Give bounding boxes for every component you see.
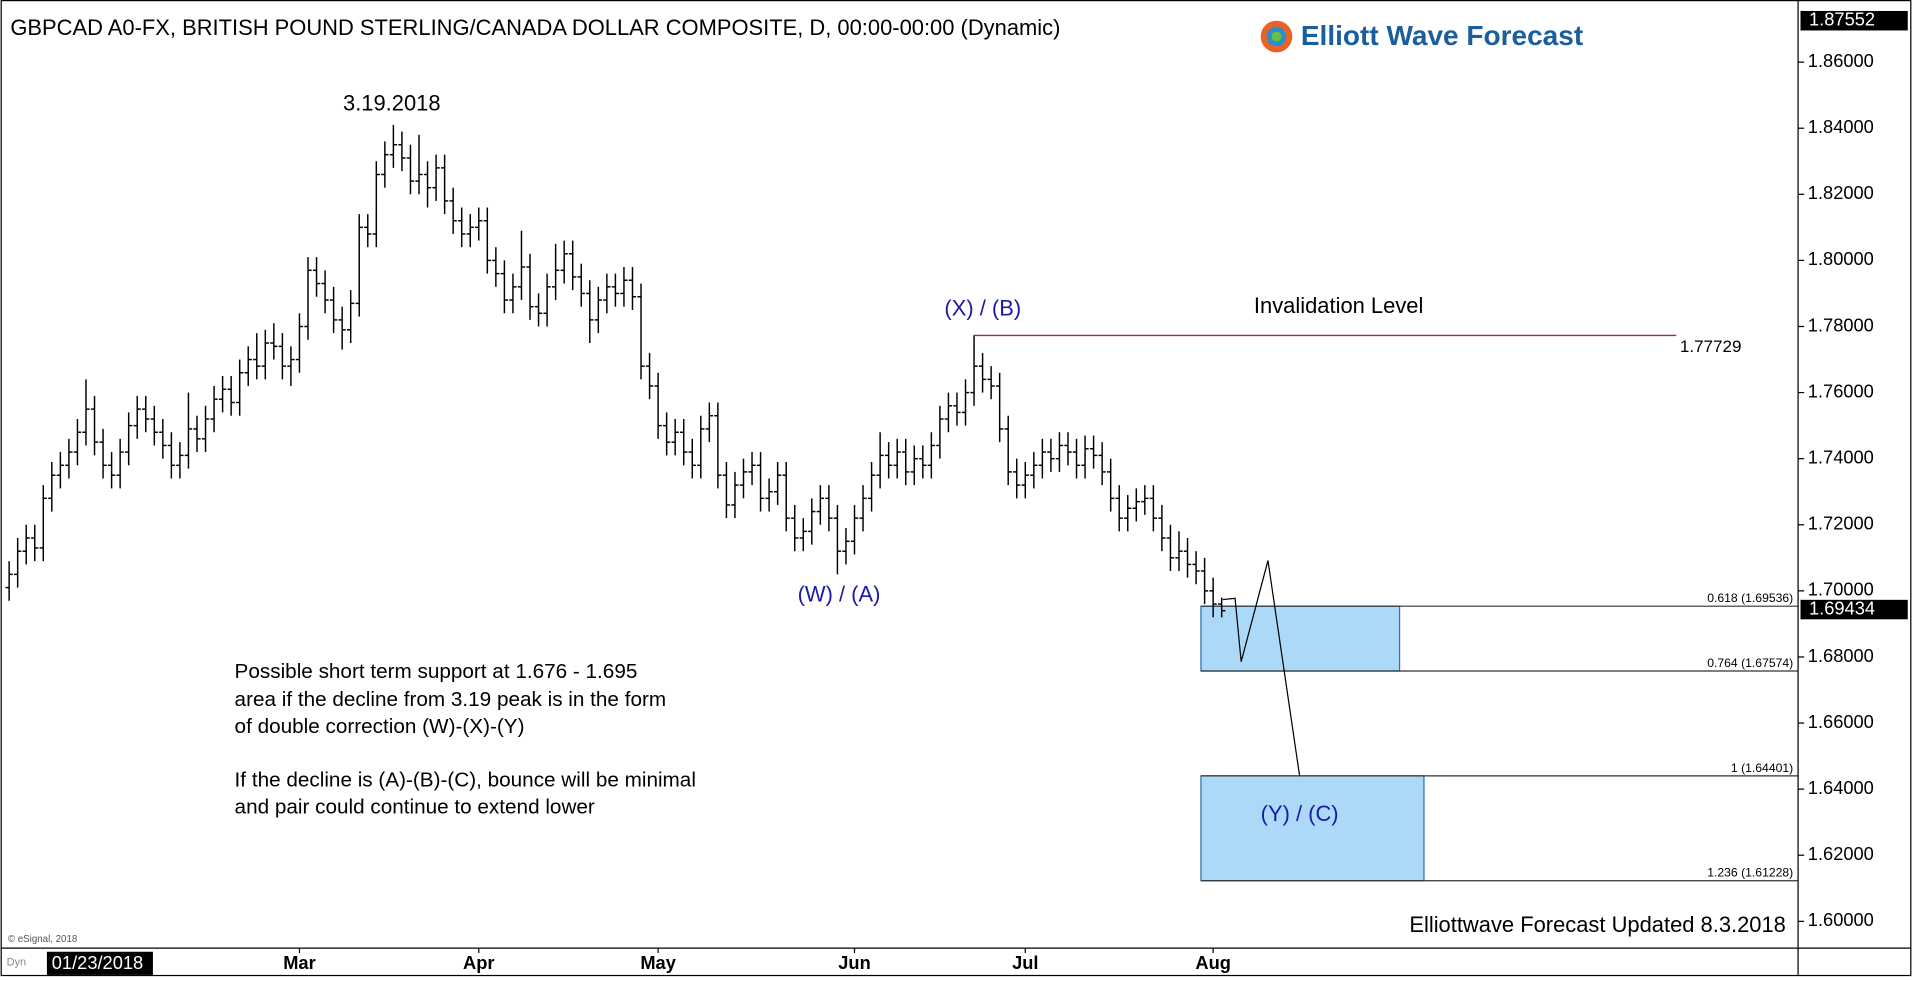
target-zone — [1200, 775, 1425, 882]
y-tick-label: 1.74000 — [1808, 447, 1874, 468]
source: © eSignal, 2018 — [8, 934, 77, 945]
price-tag: 1.69434 — [1809, 597, 1875, 618]
y-tick-label: 1.64000 — [1808, 777, 1874, 798]
note: and pair could continue to extend lower — [235, 795, 595, 818]
x-tick-label: Apr — [463, 952, 494, 973]
start-label-box — [46, 951, 153, 975]
x-tick-label: Mar — [283, 952, 315, 973]
y-tick-label: 1.68000 — [1808, 645, 1874, 666]
price-tag-box — [1800, 599, 1908, 620]
projection-path — [1222, 560, 1301, 777]
y-tick-label: 1.62000 — [1808, 843, 1874, 864]
y-tick-label: 1.86000 — [1808, 50, 1874, 71]
axes: 1.60000 1.62000 1.64000 1.66000 1.68000 1.700… — [283, 9, 1908, 973]
annotation: 3.19.2018 — [343, 91, 441, 116]
y-tick-label: 1.70000 — [1808, 579, 1874, 600]
invalidation-label: Invalidation Level — [1254, 293, 1423, 318]
note: If the decline is (A)-(B)-(C), bounce wi… — [235, 769, 696, 792]
y-tick-label: 1.78000 — [1808, 314, 1874, 335]
note: Possible short term support at 1.676 - 1… — [235, 660, 638, 683]
price-tag: 1.87552 — [1809, 9, 1875, 30]
target-zone — [1200, 605, 1401, 672]
annotation: (Y) / (C) — [1261, 801, 1339, 826]
fib-label: 0.764 (1.67574) — [1707, 656, 1793, 670]
note: of double correction (W)-(X)-(Y) — [235, 715, 525, 738]
logo: Elliott Wave Forecast — [1260, 20, 1583, 53]
x-tick-label: Jul — [1012, 952, 1038, 973]
invalidation-value: 1.77729 — [1680, 337, 1742, 356]
y-tick-label: 1.80000 — [1808, 248, 1874, 269]
x-tick-label: May — [640, 952, 676, 973]
y-tick-label: 1.76000 — [1808, 380, 1874, 401]
x-tick-label: Jun — [838, 952, 870, 973]
note: area if the decline from 3.19 peak is in… — [235, 688, 667, 711]
y-tick-label: 1.84000 — [1808, 116, 1874, 137]
logo-text: Elliott Wave Forecast — [1301, 20, 1583, 51]
footer: Elliottwave Forecast Updated 8.3.2018 — [1409, 912, 1786, 937]
start-label: 01/23/2018 — [52, 952, 143, 973]
fib-label: 0.618 (1.69536) — [1707, 591, 1793, 605]
annotation: (X) / (B) — [944, 295, 1021, 320]
y-tick-label: 1.60000 — [1808, 909, 1874, 930]
y-tick-label: 1.82000 — [1808, 182, 1874, 203]
x-tick-label: Aug — [1195, 952, 1231, 973]
mode: Dyn — [7, 957, 26, 969]
price-bars — [5, 124, 1226, 618]
fib-label: 1.236 (1.61228) — [1707, 866, 1793, 880]
price-tag-box — [1800, 10, 1908, 31]
chart-title: GBPCAD A0-FX, BRITISH POUND STERLING/CAN… — [10, 15, 1060, 40]
fib-label: 1 (1.64401) — [1731, 761, 1793, 775]
zones — [1200, 605, 1425, 882]
annotation: (W) / (A) — [798, 582, 881, 607]
y-tick-label: 1.66000 — [1808, 711, 1874, 732]
y-tick-label: 1.72000 — [1808, 513, 1874, 534]
logo-icon — [1271, 31, 1282, 42]
